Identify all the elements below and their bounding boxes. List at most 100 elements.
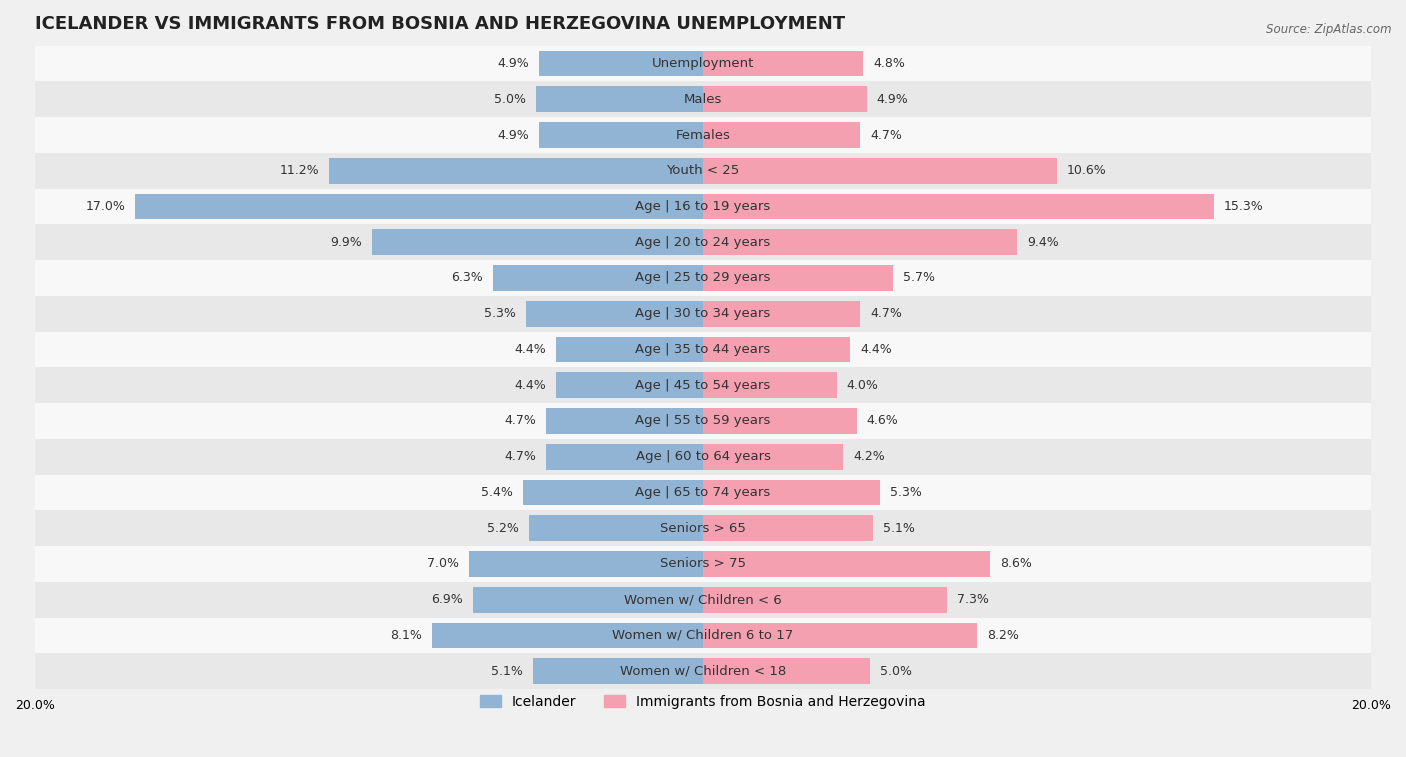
Bar [555,337,703,363]
Bar [540,122,703,148]
Bar [703,444,844,469]
Bar [35,582,1371,618]
Bar [35,510,1371,546]
Bar [523,479,703,505]
Text: 4.4%: 4.4% [860,343,891,356]
Text: 4.7%: 4.7% [505,414,536,428]
Bar [470,551,703,577]
Text: 5.0%: 5.0% [494,93,526,106]
Bar [546,444,703,469]
Text: 4.7%: 4.7% [505,450,536,463]
Bar [35,260,1371,296]
Bar [35,475,1371,510]
Bar [526,301,703,326]
Text: 5.3%: 5.3% [484,307,516,320]
Text: 8.1%: 8.1% [391,629,422,642]
Text: Age | 45 to 54 years: Age | 45 to 54 years [636,378,770,391]
Bar [533,659,703,684]
Bar [703,516,873,541]
Bar [703,408,856,434]
Bar [703,337,851,363]
Text: 4.6%: 4.6% [866,414,898,428]
Bar [35,653,1371,689]
Text: 4.4%: 4.4% [515,343,546,356]
Text: Seniors > 65: Seniors > 65 [659,522,747,534]
Text: 4.0%: 4.0% [846,378,879,391]
Bar [529,516,703,541]
Text: Males: Males [683,93,723,106]
Text: Age | 20 to 24 years: Age | 20 to 24 years [636,235,770,249]
Text: 5.1%: 5.1% [883,522,915,534]
Bar [35,439,1371,475]
Bar [35,117,1371,153]
Text: 4.9%: 4.9% [498,129,529,142]
Text: 15.3%: 15.3% [1225,200,1264,213]
Text: 5.7%: 5.7% [904,272,935,285]
Bar [35,153,1371,188]
Bar [703,622,977,648]
Text: Age | 60 to 64 years: Age | 60 to 64 years [636,450,770,463]
Bar [472,587,703,612]
Bar [703,587,946,612]
Bar [35,367,1371,403]
Text: 11.2%: 11.2% [280,164,319,177]
Text: Age | 65 to 74 years: Age | 65 to 74 years [636,486,770,499]
Text: Age | 16 to 19 years: Age | 16 to 19 years [636,200,770,213]
Bar [703,265,893,291]
Text: 7.3%: 7.3% [957,593,988,606]
Bar [703,122,860,148]
Text: Women w/ Children < 18: Women w/ Children < 18 [620,665,786,678]
Text: 9.4%: 9.4% [1026,235,1059,249]
Text: 4.8%: 4.8% [873,57,905,70]
Text: 4.7%: 4.7% [870,129,901,142]
Bar [35,45,1371,82]
Text: Women w/ Children < 6: Women w/ Children < 6 [624,593,782,606]
Text: 8.6%: 8.6% [1000,557,1032,571]
Bar [703,301,860,326]
Bar [35,332,1371,367]
Bar [555,372,703,398]
Bar [492,265,703,291]
Bar [536,86,703,112]
Text: 5.0%: 5.0% [880,665,912,678]
Bar [703,51,863,76]
Text: Women w/ Children 6 to 17: Women w/ Children 6 to 17 [613,629,793,642]
Text: 6.3%: 6.3% [451,272,482,285]
Text: 4.2%: 4.2% [853,450,884,463]
Bar [35,224,1371,260]
Text: ICELANDER VS IMMIGRANTS FROM BOSNIA AND HERZEGOVINA UNEMPLOYMENT: ICELANDER VS IMMIGRANTS FROM BOSNIA AND … [35,15,845,33]
Bar [703,659,870,684]
Bar [703,372,837,398]
Bar [35,82,1371,117]
Bar [703,479,880,505]
Text: Females: Females [675,129,731,142]
Text: 9.9%: 9.9% [330,235,363,249]
Text: Unemployment: Unemployment [652,57,754,70]
Text: 8.2%: 8.2% [987,629,1019,642]
Bar [703,551,990,577]
Text: 17.0%: 17.0% [86,200,125,213]
Text: 4.7%: 4.7% [870,307,901,320]
Bar [35,403,1371,439]
Bar [35,296,1371,332]
Text: Seniors > 75: Seniors > 75 [659,557,747,571]
Bar [35,188,1371,224]
Text: Age | 35 to 44 years: Age | 35 to 44 years [636,343,770,356]
Text: 6.9%: 6.9% [430,593,463,606]
Bar [703,229,1017,255]
Bar [35,618,1371,653]
Text: 5.2%: 5.2% [488,522,519,534]
Text: Source: ZipAtlas.com: Source: ZipAtlas.com [1267,23,1392,36]
Text: 7.0%: 7.0% [427,557,460,571]
Bar [329,158,703,184]
Bar [703,86,866,112]
Text: Age | 55 to 59 years: Age | 55 to 59 years [636,414,770,428]
Bar [135,194,703,220]
Text: 5.4%: 5.4% [481,486,513,499]
Text: 4.9%: 4.9% [498,57,529,70]
Text: 5.1%: 5.1% [491,665,523,678]
Bar [433,622,703,648]
Bar [540,51,703,76]
Bar [546,408,703,434]
Text: Age | 25 to 29 years: Age | 25 to 29 years [636,272,770,285]
